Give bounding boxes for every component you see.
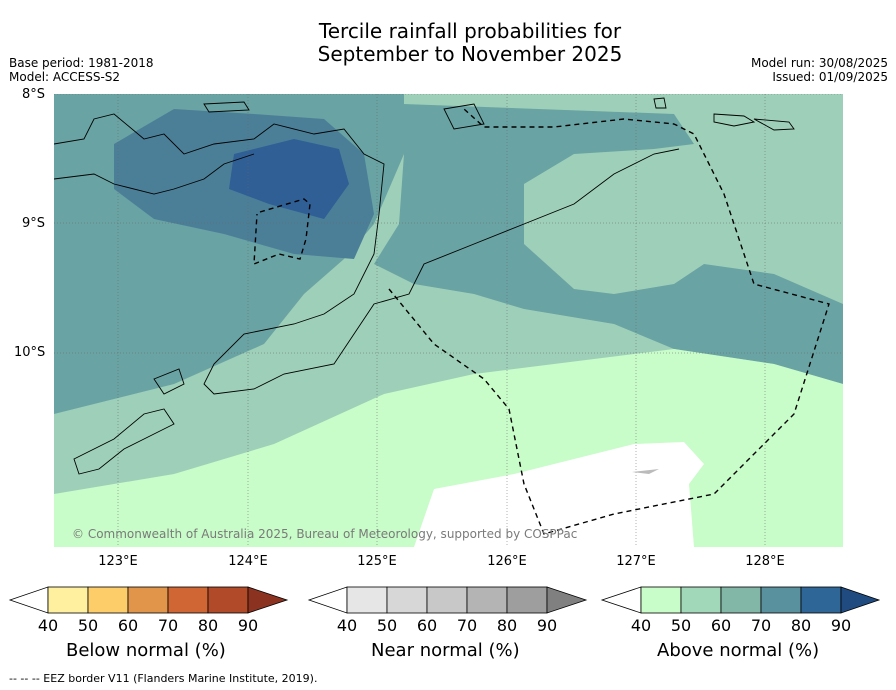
tick-below-60: 60: [117, 616, 139, 635]
lon-label-126e: 126°E: [487, 554, 527, 569]
colorbar-near-normal: [307, 586, 588, 614]
above-normal-label: Above normal (%): [657, 640, 820, 661]
eez-border-west: [253, 198, 311, 266]
zone-below-40: [414, 442, 704, 547]
eez-border-east: [388, 108, 830, 535]
tick-near-50: 50: [376, 616, 398, 635]
tick-near-60: 60: [416, 616, 438, 635]
tick-above-50: 50: [670, 616, 692, 635]
tick-near-80: 80: [496, 616, 518, 635]
title-line-2: September to November 2025: [317, 42, 623, 66]
copyright-notice: © Commonwealth of Australia 2025, Bureau…: [72, 527, 578, 541]
meta-right: Model run: 30/08/2025 Issued: 01/09/2025: [751, 56, 888, 84]
tick-below-40: 40: [37, 616, 59, 635]
lon-label-125e: 125°E: [357, 554, 397, 569]
tick-above-60: 60: [710, 616, 732, 635]
tick-above-40: 40: [630, 616, 652, 635]
title-line-1: Tercile rainfall probabilities for: [318, 19, 622, 43]
lon-label-127e: 127°E: [616, 554, 656, 569]
tick-below-70: 70: [157, 616, 179, 635]
map-canvas: [54, 94, 843, 547]
lat-label-10s: 10°S: [14, 345, 46, 360]
tick-above-70: 70: [750, 616, 772, 635]
probability-map: [54, 94, 843, 547]
map-title: Tercile rainfall probabilities for Septe…: [0, 20, 896, 66]
model-run: Model run: 30/08/2025: [750, 56, 888, 70]
issued-date: Issued: 01/09/2025: [772, 70, 888, 84]
tick-near-90: 90: [536, 616, 558, 635]
lat-label-8s: 8°S: [22, 87, 46, 102]
colorbar-below-normal: [8, 586, 289, 614]
lon-label-123e: 123°E: [98, 554, 138, 569]
tick-near-40: 40: [336, 616, 358, 635]
eez-footnote: -- -- -- EEZ border V11 (Flanders Marine…: [9, 672, 318, 685]
base-period: Base period: 1981-2018: [9, 56, 154, 70]
colorbar-above-normal: [600, 586, 881, 614]
tick-below-90: 90: [237, 616, 259, 635]
lat-label-9s: 9°S: [22, 216, 46, 231]
zone-80-90: [229, 139, 349, 219]
tick-above-80: 80: [790, 616, 812, 635]
lon-label-124e: 124°E: [228, 554, 268, 569]
lon-label-128e: 128°E: [745, 554, 785, 569]
gridlines: [54, 94, 843, 547]
below-normal-label: Below normal (%): [66, 640, 226, 661]
grey-patch: [632, 469, 659, 474]
tick-near-70: 70: [456, 616, 478, 635]
model-name: Model: ACCESS-S2: [9, 70, 121, 84]
zone-50-60-north: [404, 94, 843, 304]
near-normal-label: Near normal (%): [371, 640, 520, 661]
colorbars: [8, 586, 881, 614]
tick-above-90: 90: [830, 616, 852, 635]
meta-left: Base period: 1981-2018 Model: ACCESS-S2: [9, 56, 154, 84]
tick-below-50: 50: [77, 616, 99, 635]
coastline: [54, 97, 795, 475]
tick-below-80: 80: [197, 616, 219, 635]
